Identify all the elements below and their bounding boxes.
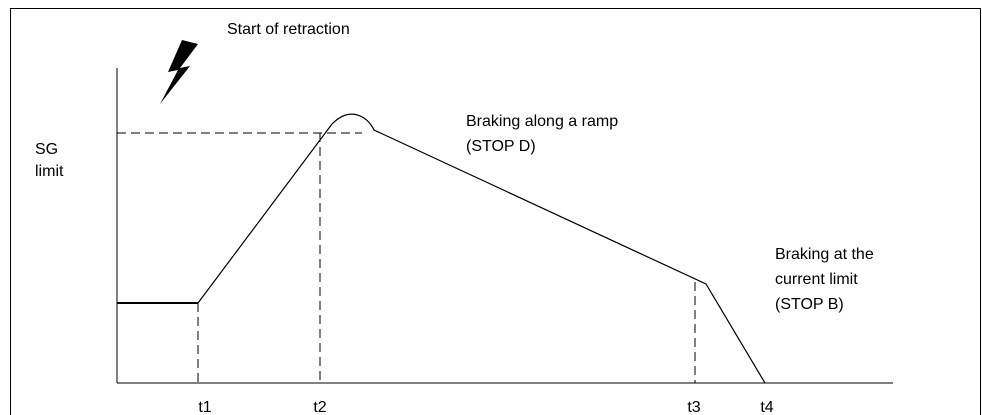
annotation: Start of retraction [227,21,350,38]
lightning-icon [160,40,198,104]
current-label: Braking at the [775,246,874,263]
frame [10,8,981,415]
guides [117,132,696,383]
time-label: t1 [198,399,211,415]
time-label: t2 [313,399,326,415]
ramp-label: (STOP D) [466,138,536,155]
ramp-label: Braking along a ramp [466,113,618,130]
time-label: t3 [687,399,700,415]
curve [197,113,766,384]
current-label: current limit [775,271,858,288]
time-label: t4 [760,399,773,415]
y-label: limit [35,163,64,180]
current-label: (STOP B) [775,296,844,313]
y-label: SG [35,141,58,158]
